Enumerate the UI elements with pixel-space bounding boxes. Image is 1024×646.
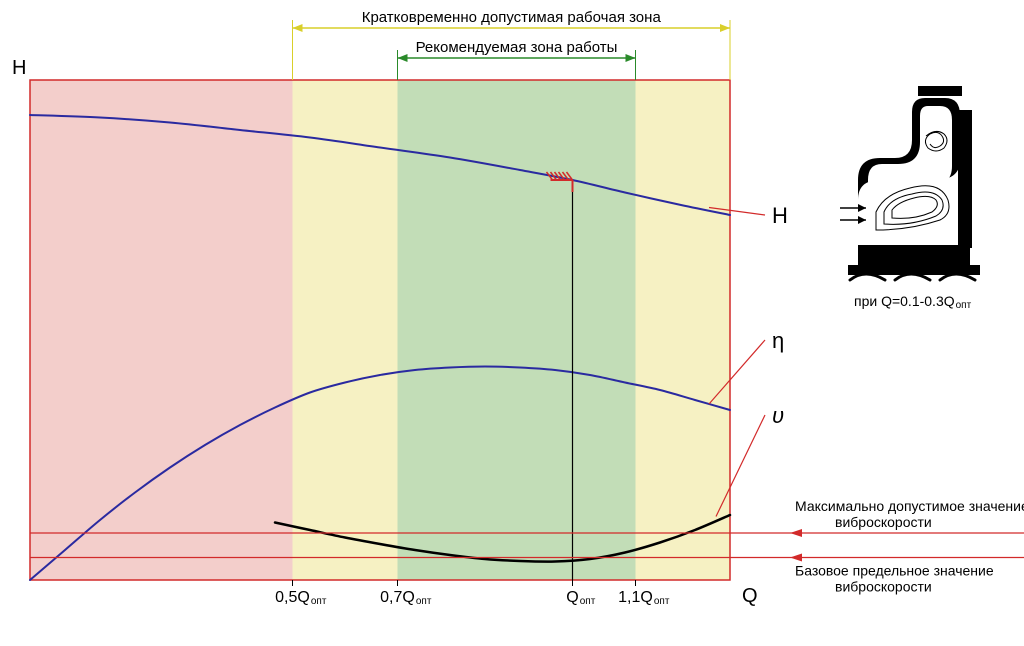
range-label-recommended: Рекомендуемая зона работы bbox=[416, 39, 618, 56]
range-arrow-right-short-term bbox=[720, 24, 730, 32]
zone-red bbox=[30, 80, 293, 580]
hline-label2-max_vibro: виброскорости bbox=[835, 514, 932, 530]
xtick-label-2: Qопт bbox=[566, 589, 595, 607]
hline-label1-max_vibro: Максимально допустимое значение bbox=[795, 498, 1024, 514]
xtick-label-1: 0,7Qопт bbox=[380, 589, 432, 607]
curve-label-H: H bbox=[772, 203, 788, 228]
hline-arrow-max_vibro bbox=[790, 529, 802, 537]
curve-label-eta: η bbox=[772, 328, 784, 353]
svg-text:0,5Q: 0,5Q bbox=[275, 589, 310, 606]
pump-caption-sub: опт bbox=[956, 300, 972, 311]
svg-text:1,1Q: 1,1Q bbox=[618, 589, 653, 606]
svg-text:опт: опт bbox=[416, 596, 432, 607]
range-arrow-left-recommended bbox=[398, 54, 408, 62]
hline-label1-base_vibro: Базовое предельное значение bbox=[795, 563, 994, 579]
svg-text:Q: Q bbox=[566, 589, 578, 606]
xtick-label-0: 0,5Qопт bbox=[275, 589, 327, 607]
svg-text:опт: опт bbox=[580, 596, 596, 607]
curve-label-v: υ bbox=[772, 403, 784, 428]
hline-arrow-base_vibro bbox=[790, 554, 802, 562]
y-axis-label: H bbox=[12, 57, 26, 79]
x-axis-label: Q bbox=[742, 585, 758, 607]
pump-inset: при Q=0.1-0.3Qопт bbox=[840, 86, 980, 311]
svg-text:опт: опт bbox=[654, 596, 670, 607]
pump-caption: при Q=0.1-0.3Q bbox=[854, 293, 955, 309]
xtick-label-3: 1,1Qопт bbox=[618, 589, 670, 607]
range-arrow-right-recommended bbox=[626, 54, 636, 62]
range-label-short-term: Кратковременно допустимая рабочая зона bbox=[362, 9, 662, 26]
svg-text:0,7Q: 0,7Q bbox=[380, 589, 415, 606]
hline-label2-base_vibro: виброскорости bbox=[835, 579, 932, 595]
range-arrow-left-short-term bbox=[293, 24, 303, 32]
svg-text:опт: опт bbox=[311, 596, 327, 607]
